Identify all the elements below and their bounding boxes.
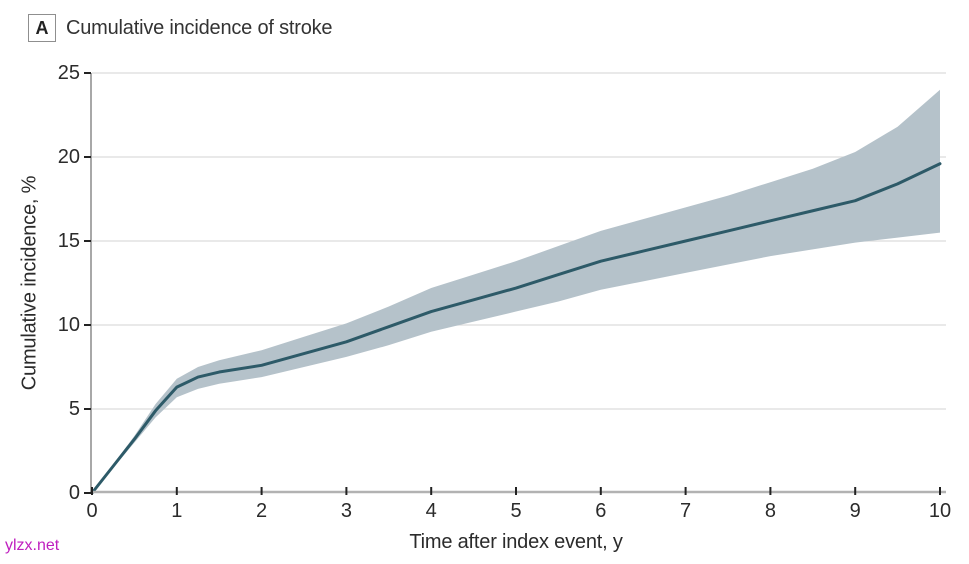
y-tick-label: 25 — [57, 62, 80, 84]
x-tick-label: 7 — [680, 500, 692, 522]
x-tick-label: 5 — [510, 500, 522, 522]
x-tick-label: 10 — [928, 500, 952, 522]
panel-label: A — [28, 14, 56, 42]
x-tick-label: 4 — [425, 500, 437, 522]
figure-header: A Cumulative incidence of stroke — [28, 14, 333, 42]
x-tick-label: 1 — [171, 500, 183, 522]
x-axis-title: Time after index event, y — [409, 531, 623, 553]
y-tick-label: 10 — [57, 314, 80, 336]
x-tick-label: 6 — [595, 500, 607, 522]
x-tick-label: 0 — [86, 500, 98, 522]
y-tick-label: 20 — [57, 146, 80, 168]
watermark-link[interactable]: ylzx.net — [5, 537, 60, 554]
x-tick-label: 3 — [340, 500, 352, 522]
incidence-line — [90, 162, 942, 495]
y-tick-label: 5 — [68, 398, 80, 420]
x-tick-label: 8 — [764, 500, 776, 522]
figure-title: Cumulative incidence of stroke — [66, 16, 333, 39]
x-tick-label: 9 — [849, 500, 861, 522]
confidence-band — [92, 89, 940, 494]
y-tick-label: 0 — [68, 482, 80, 504]
x-tick-label: 2 — [256, 500, 268, 522]
y-tick-label: 15 — [57, 230, 80, 252]
